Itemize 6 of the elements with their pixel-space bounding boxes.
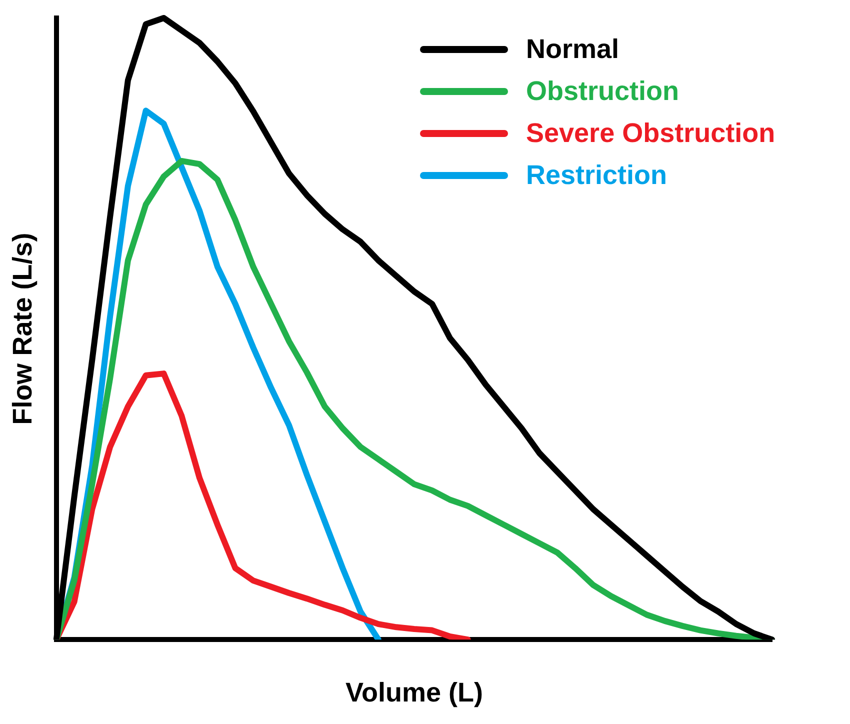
legend-label: Obstruction — [526, 76, 679, 106]
legend-label: Severe Obstruction — [526, 118, 776, 148]
legend-label: Normal — [526, 34, 620, 64]
legend-label: Restriction — [526, 160, 668, 190]
y-axis-title: Flow Rate (L/s) — [8, 232, 38, 425]
x-axis-title: Volume (L) — [345, 677, 483, 708]
